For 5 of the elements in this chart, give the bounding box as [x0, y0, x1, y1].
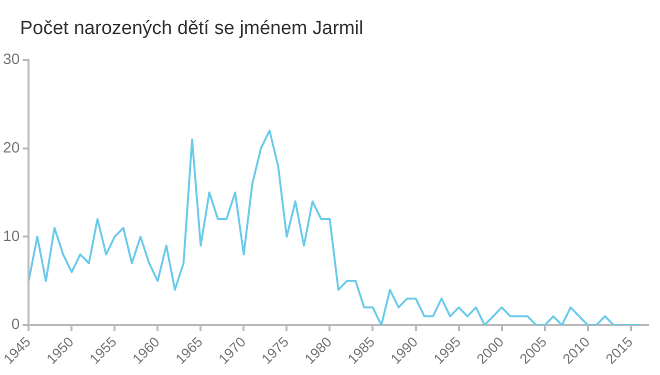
- chart-title: Počet narozených dětí se jménem Jarmil: [20, 18, 364, 40]
- y-tick-label: 30: [2, 51, 20, 68]
- y-tick-label: 20: [2, 140, 20, 157]
- y-tick-label: 10: [2, 228, 20, 245]
- y-tick-label: 0: [11, 316, 20, 334]
